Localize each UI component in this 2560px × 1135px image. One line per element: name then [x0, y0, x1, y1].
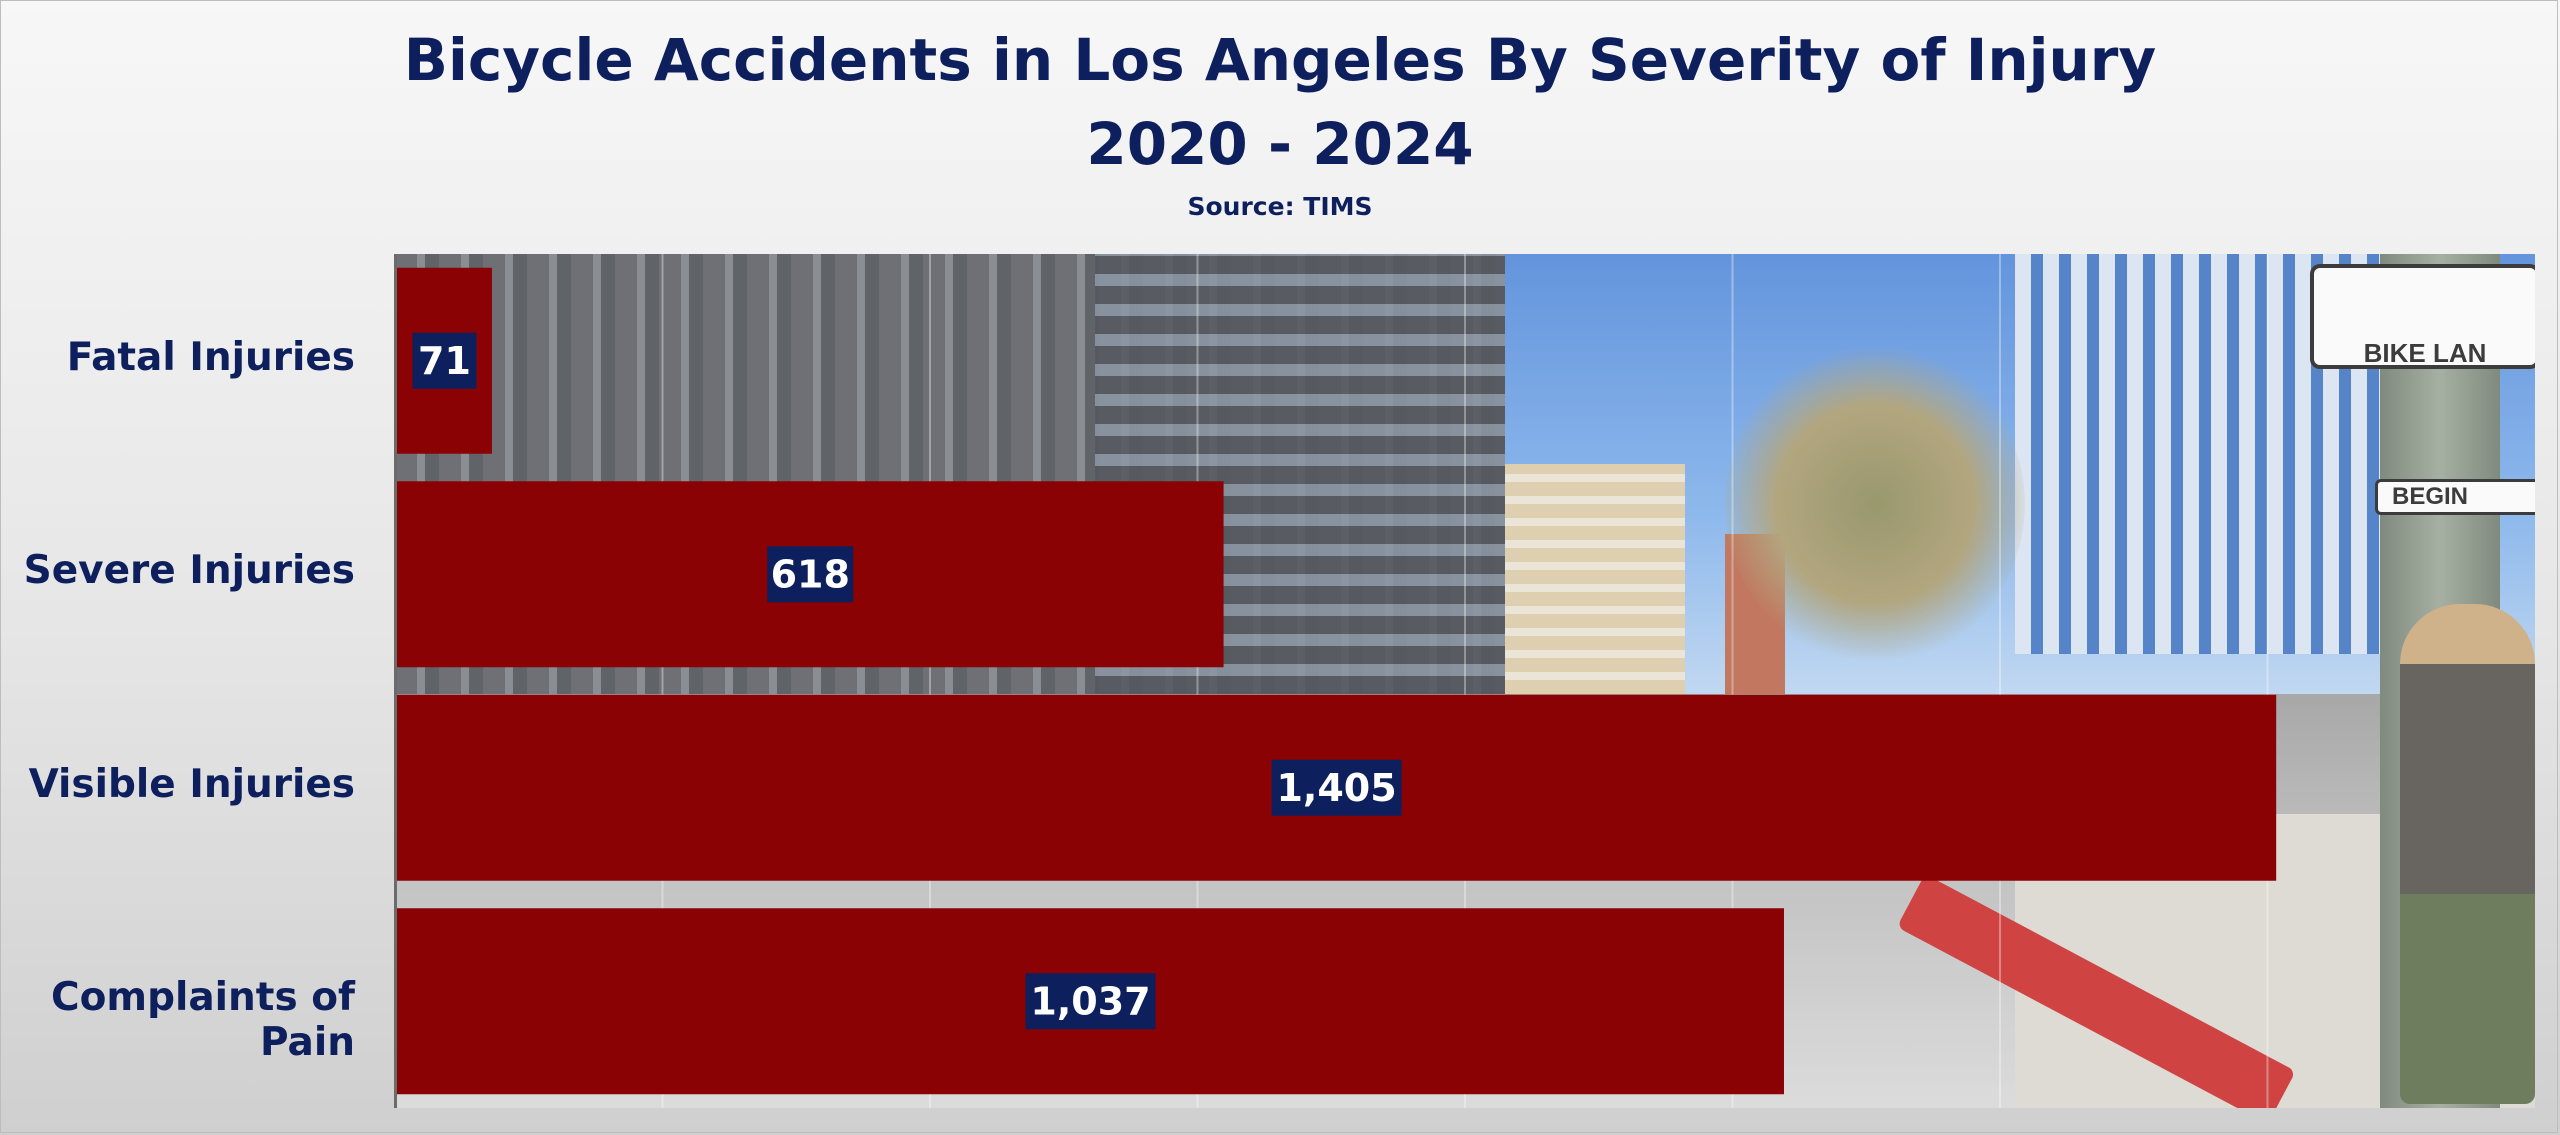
- data-label-box: [767, 546, 854, 603]
- category-label: Visible Injuries: [28, 761, 355, 807]
- data-label-box: [1025, 973, 1156, 1030]
- data-label-box: [1271, 759, 1402, 816]
- data-label: 71: [418, 339, 471, 383]
- category-label: Complaints of Pain: [51, 975, 355, 1066]
- background-building: [1505, 464, 1685, 694]
- category-label: Fatal Injuries: [66, 334, 355, 380]
- chart-title: Bicycle Accidents in Los Angeles By Seve…: [403, 26, 2157, 94]
- y-axis-line: [394, 254, 397, 1108]
- data-label-box: [412, 332, 477, 389]
- background-person: [2400, 604, 2535, 1104]
- data-label: 1,405: [1276, 766, 1396, 810]
- plot-area: BIKE LAN BEGIN: [395, 254, 2535, 1108]
- data-label: 1,037: [1030, 979, 1150, 1023]
- background-tree: [1725, 344, 2025, 664]
- bike-lane-sign: BIKE LAN: [2310, 264, 2535, 369]
- begin-sign: BEGIN: [2375, 479, 2535, 515]
- data-label: 618: [771, 552, 850, 596]
- category-label: Severe Injuries: [23, 548, 355, 594]
- chart-subtitle: 2020 - 2024: [1086, 110, 1474, 178]
- chart-source: Source: TIMS: [1187, 192, 1373, 221]
